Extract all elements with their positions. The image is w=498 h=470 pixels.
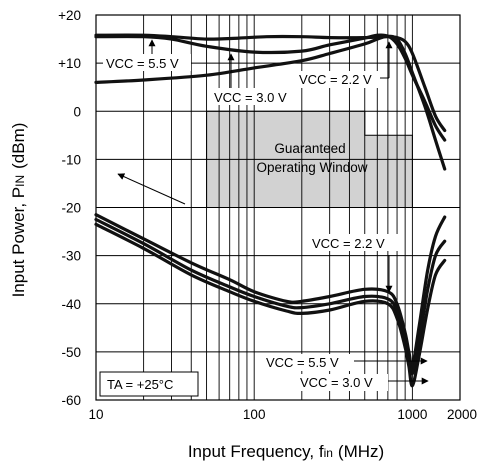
x-tick-label: 10 — [88, 407, 103, 422]
y-tick-label: +20 — [58, 8, 81, 23]
series-line-upper-2 — [94, 34, 447, 171]
x-axis-label-unit: (MHz) — [338, 442, 384, 461]
series-line-lower-3 — [94, 213, 447, 369]
x-axis-label-main: Input Frequency, f — [188, 442, 324, 461]
y-tick-label: -50 — [61, 345, 81, 360]
direction-arrow — [117, 173, 186, 205]
annotation-leaders — [117, 39, 429, 385]
label-bg — [103, 54, 191, 71]
y-tick-labels: +20 +10 0 -10 -20 -30 -40 -50 -60 — [58, 8, 81, 408]
y-tick-label: -30 — [61, 249, 81, 264]
y-tick-label: -20 — [61, 201, 81, 216]
y-tick-label: -60 — [61, 393, 81, 408]
x-axis-label: Input Frequency, fin (MHz) — [188, 442, 384, 461]
x-tick-label: 100 — [243, 407, 266, 422]
annotation-vcc-5v5-lower: VCC = 5.5 V — [266, 355, 339, 370]
plot-frame — [95, 14, 461, 401]
label-bg — [310, 234, 398, 251]
x-tick-label: 1000 — [397, 407, 427, 422]
y-tick-label: 0 — [73, 104, 81, 119]
annotation-vcc-2v2-upper: VCC = 2.2 V — [299, 72, 372, 87]
annotation-vcc-3v0-upper: VCC = 3.0 V — [214, 90, 287, 105]
x-tick-labels: 10 100 1000 2000 — [88, 407, 477, 422]
series-line-upper-0 — [94, 33, 447, 133]
temperature-box — [99, 371, 199, 397]
series-line-lower-4 — [94, 217, 447, 376]
y-axis-label-main: Input Power, P — [9, 187, 28, 298]
annotation-temperature: TA = +25°C — [107, 377, 173, 392]
y-axis-label-sub: IN — [13, 175, 27, 187]
y-tick-label: +10 — [58, 56, 81, 71]
window-label-line2: Operating Window — [256, 160, 367, 175]
annotation-vcc-5v5-upper: VCC = 5.5 V — [106, 56, 179, 71]
y-tick-label: -40 — [61, 297, 81, 312]
annotation-vcc-3v0-lower: VCC = 3.0 V — [300, 375, 373, 390]
x-tick-label: 2000 — [447, 407, 477, 422]
series — [94, 33, 447, 388]
window-label-line1: Guaranteed — [274, 141, 345, 156]
label-bg — [297, 374, 388, 391]
y-tick-label: -10 — [61, 152, 81, 167]
label-bg — [211, 88, 299, 105]
series-line-lower-5 — [94, 222, 447, 388]
label-bg — [296, 71, 380, 88]
annotation-vcc-2v2-lower: VCC = 2.2 V — [312, 236, 385, 251]
y-axis-label: Input Power, PIN (dBm) — [9, 123, 28, 298]
label-bg — [263, 354, 354, 371]
y-axis-label-unit: (dBm) — [9, 123, 28, 169]
x-axis-label-sub: in — [324, 446, 333, 460]
